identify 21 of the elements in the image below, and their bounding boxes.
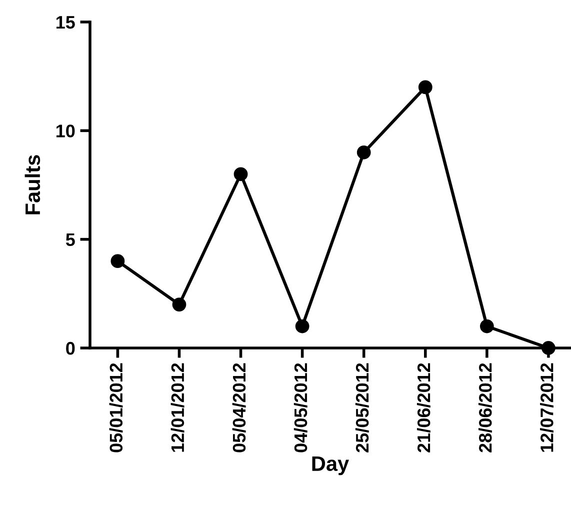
y-axis-title: Faults xyxy=(24,155,40,214)
y-tick-label: 15 xyxy=(56,16,75,29)
point xyxy=(356,145,371,160)
x-tick-label: 12/01/2012 xyxy=(170,363,184,452)
x-tick-label: 28/06/2012 xyxy=(478,363,492,452)
x-tick-label: 05/01/2012 xyxy=(109,363,123,452)
x-tick-label: 04/05/2012 xyxy=(294,363,308,452)
x-tick-label: 25/05/2012 xyxy=(355,363,369,452)
point xyxy=(418,80,432,94)
point xyxy=(172,298,186,312)
x-tick-label: 05/04/2012 xyxy=(232,363,246,452)
y-tick-label: 0 xyxy=(66,342,75,355)
y-tick-label: 5 xyxy=(66,233,75,246)
y-tick-label: 10 xyxy=(56,124,75,138)
point xyxy=(110,254,125,268)
point xyxy=(480,319,494,334)
x-axis-title: Day xyxy=(312,456,349,476)
point xyxy=(295,319,310,334)
x-tick-label: 12/07/2012 xyxy=(540,363,554,452)
x-tick-label: 21/06/2012 xyxy=(416,363,430,452)
point xyxy=(234,167,248,182)
